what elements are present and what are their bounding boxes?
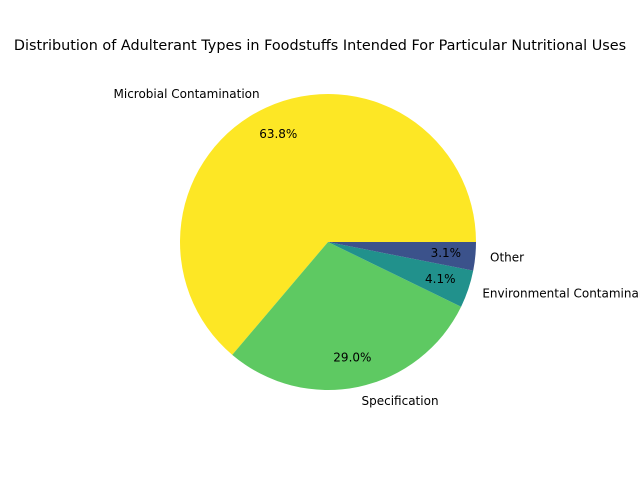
percent-label-environmental-contaminants: 4.1% bbox=[425, 272, 456, 286]
slice-label-specification: Specification bbox=[362, 394, 439, 408]
pie-slice-other bbox=[328, 242, 476, 271]
slice-label-other: Other bbox=[490, 250, 524, 264]
pie-labels: Microbial Contamination 63.8% Specificatio… bbox=[114, 87, 640, 408]
slice-label-environmental-contaminants: Environmental Contaminants bbox=[482, 286, 640, 300]
pie-slice-specification bbox=[232, 242, 462, 390]
pie-slice-environmental-contaminants bbox=[328, 242, 474, 307]
percent-label-specification: 29.0% bbox=[333, 350, 371, 364]
pie-slices bbox=[180, 94, 476, 390]
slice-label-microbial-contamination: Microbial Contamination bbox=[114, 87, 260, 101]
percent-label-other: 3.1% bbox=[431, 246, 462, 260]
pie-slice-microbial-contamination bbox=[180, 94, 476, 355]
chart-title: Distribution of Adulterant Types in Food… bbox=[14, 38, 626, 54]
percent-label-microbial-contamination: 63.8% bbox=[259, 127, 297, 141]
